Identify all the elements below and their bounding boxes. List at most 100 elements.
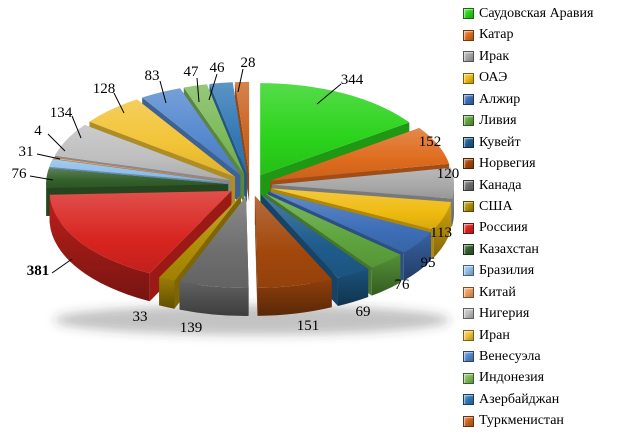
pie-slice-face <box>159 195 242 281</box>
legend-swatch <box>463 179 474 191</box>
pie-slice-face <box>46 168 229 188</box>
legend-item-label: Казахстан <box>479 241 539 257</box>
legend-item-label: Ливия <box>479 113 517 129</box>
legend-swatch <box>463 93 474 105</box>
legend-item: Россиия <box>463 217 593 238</box>
legend-swatch <box>463 329 474 341</box>
slice-value-label: 120 <box>437 166 460 182</box>
legend-item: Ирак <box>463 46 593 67</box>
slice-value-label: 344 <box>341 72 364 88</box>
legend-swatch <box>463 158 474 170</box>
legend-swatch <box>463 286 474 298</box>
legend-item-label: Саудовская Аравия <box>479 6 594 21</box>
legend-item-label: Россиия <box>479 220 528 236</box>
legend-item-label: Азербайджан <box>479 391 560 407</box>
legend-swatch <box>463 244 474 256</box>
pie-slice-face <box>254 195 258 316</box>
pie-slice-face <box>52 157 229 183</box>
pie-slice-face <box>272 167 454 199</box>
legend-item-label: Катар <box>479 27 514 43</box>
label-leader-line <box>237 68 244 93</box>
legend-item: Нигерия <box>463 303 593 324</box>
legend-item-label: Алжир <box>479 91 521 107</box>
slice-value-label: 95 <box>421 255 436 271</box>
slice-value-label: 69 <box>356 304 371 320</box>
legend-swatch <box>463 415 474 427</box>
legend-item-label: Норвегия <box>479 156 536 172</box>
legend-item: США <box>463 196 593 217</box>
legend-item: Бразилия <box>463 260 593 281</box>
pie-slice-face <box>254 195 332 288</box>
pie-slice-face <box>49 159 229 183</box>
legend-swatch <box>463 265 474 277</box>
legend-item-label: ОАЭ <box>479 70 508 86</box>
legend-item-label: Бразилия <box>479 263 535 279</box>
legend-item: Ливия <box>463 110 593 131</box>
legend-swatch <box>463 351 474 363</box>
legend-item-label: Китай <box>479 284 516 300</box>
slice-value-label: 134 <box>50 105 73 121</box>
legend-item: Норвегия <box>463 153 593 174</box>
legend-swatch <box>463 201 474 213</box>
legend-item: Индонезия <box>463 367 593 388</box>
slice-value-label: 151 <box>297 318 320 334</box>
slice-value-label: 152 <box>419 134 442 150</box>
legend-swatch <box>463 51 474 63</box>
pie-slice-face <box>257 279 332 316</box>
legend-item: Алжир <box>463 89 593 110</box>
legend-item: Туркменистан <box>463 410 593 431</box>
pie-slice-face <box>270 188 451 230</box>
legend-swatch <box>463 308 474 320</box>
legend-item-label: Индонезия <box>479 370 545 386</box>
pie-slice-face <box>159 277 175 309</box>
label-leader-line <box>71 115 82 139</box>
legend-item: Китай <box>463 282 593 303</box>
slice-value-label: 28 <box>241 55 256 71</box>
legend-item: Азербайджан <box>463 389 593 410</box>
label-leader-line <box>113 92 125 114</box>
pie-slice-face <box>433 202 451 258</box>
pie-slice-face <box>49 191 232 274</box>
legend-item: Иран <box>463 325 593 346</box>
legend-item-label: Иран <box>479 327 510 343</box>
legend-swatch <box>463 394 474 406</box>
pie-slice <box>254 195 332 316</box>
pie-slice-face <box>261 194 369 278</box>
pie-slice-face <box>142 88 241 175</box>
slice-value-label: 31 <box>19 144 34 160</box>
slice-value-label: 128 <box>93 81 116 97</box>
slice-value-label: 33 <box>133 309 148 325</box>
legend-swatch <box>463 72 474 84</box>
legend-item-label: Кувейт <box>479 134 521 150</box>
pie-shadow <box>54 305 450 335</box>
pie-slice-face <box>234 81 250 174</box>
pie-slice-face <box>179 281 249 316</box>
legend-item: ОАЭ <box>463 67 593 88</box>
slice-value-label: 46 <box>210 60 226 76</box>
pie-slice-face <box>159 195 242 306</box>
pie-slice-face <box>371 254 401 296</box>
legend-item-label: Канада <box>479 177 522 193</box>
pie-slice-face <box>209 82 247 174</box>
label-leader-line <box>47 133 66 152</box>
label-leader-line <box>51 258 73 274</box>
pie-slice-face <box>179 195 249 288</box>
legend-item-label: Нигерия <box>479 306 530 322</box>
legend-item: Саудовская Аравия <box>463 3 593 24</box>
label-leader-line <box>29 175 54 181</box>
label-leader-line <box>36 153 61 160</box>
legend-item: Кувейт <box>463 132 593 153</box>
slice-value-label: 139 <box>180 320 203 336</box>
label-leader-line <box>196 77 200 103</box>
legend-swatch <box>463 136 474 148</box>
legend-swatch <box>463 222 474 234</box>
pie-slice-face <box>451 184 454 227</box>
slice-value-label: 76 <box>12 166 28 182</box>
legend-item-label: Венесуэла <box>479 349 541 364</box>
label-leader-line <box>208 73 218 101</box>
pie-slice-face <box>264 193 401 268</box>
legend-item: Канада <box>463 175 593 196</box>
pie-slice-face <box>337 269 369 306</box>
legend-swatch <box>463 8 474 20</box>
